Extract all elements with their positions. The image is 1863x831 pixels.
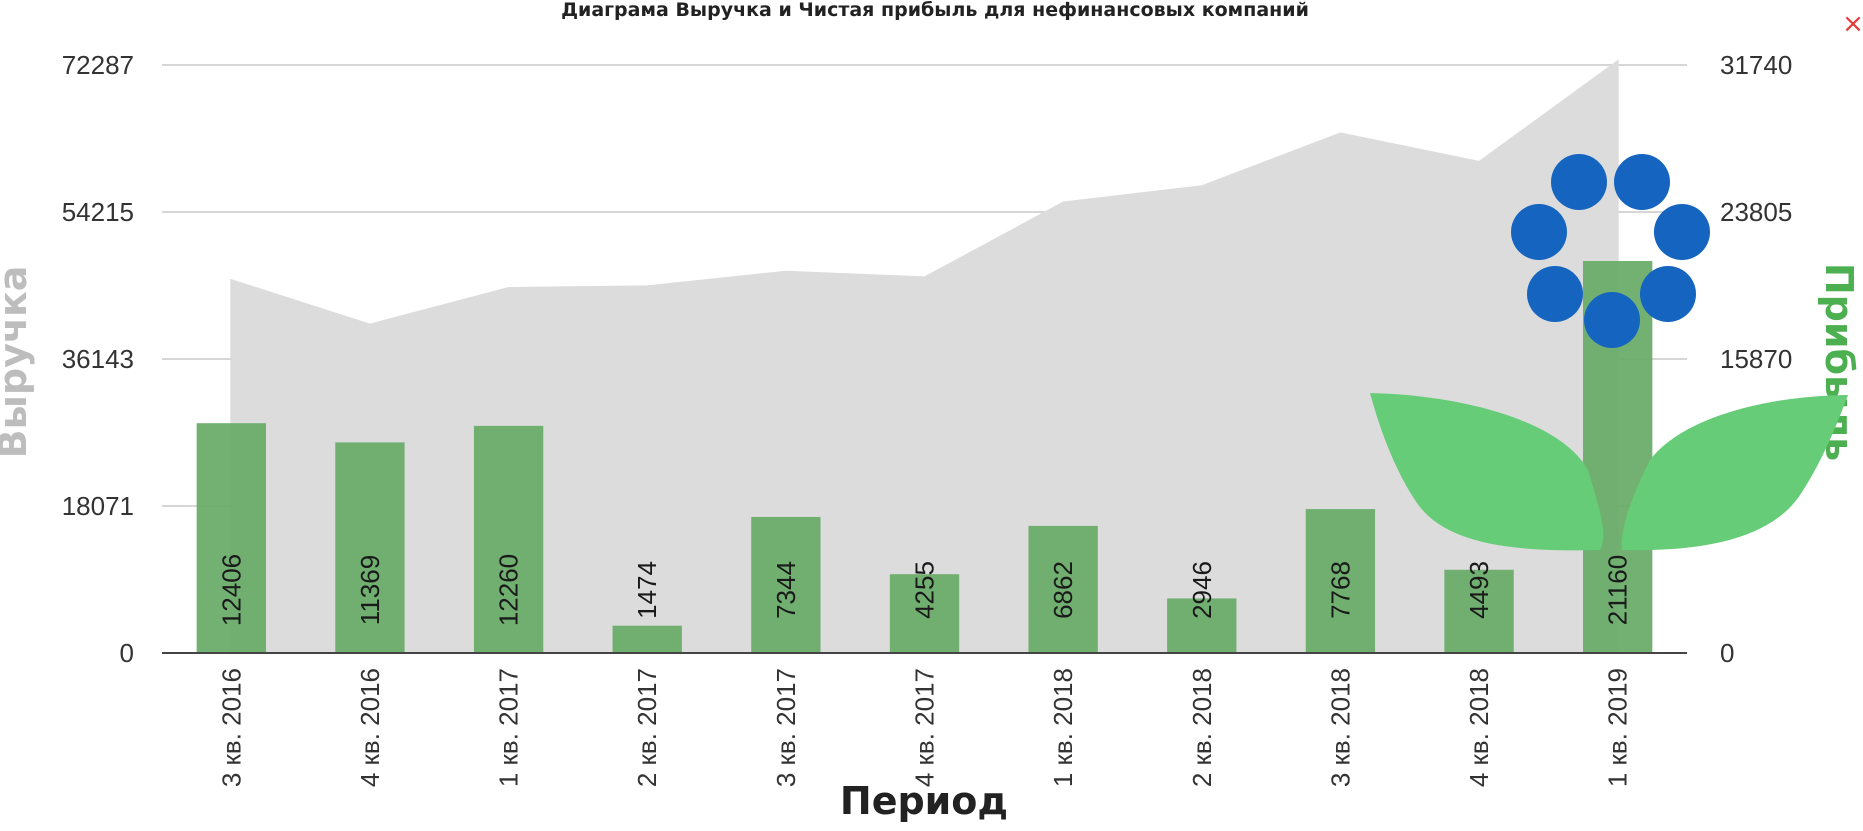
x-category-label: 1 кв. 2018 bbox=[1048, 668, 1078, 787]
y-left-tick-label: 18071 bbox=[62, 491, 134, 521]
x-category-label: 2 кв. 2017 bbox=[632, 668, 662, 787]
bar-value-label: 12260 bbox=[494, 554, 524, 626]
profit-bar bbox=[473, 425, 544, 653]
x-category-label: 3 кв. 2016 bbox=[216, 668, 246, 787]
bar-value-labels: 12406 11369 12260 1474 7344 4255 6862 2946 7768 4… bbox=[216, 554, 1632, 626]
bar-value-label: 4255 bbox=[910, 561, 940, 619]
left-leaf bbox=[1370, 393, 1604, 551]
y-right-tick-label: 23805 bbox=[1720, 197, 1792, 227]
petal bbox=[1551, 154, 1607, 210]
left-axis-ticks: 0 18071 36143 54215 72287 bbox=[62, 50, 134, 668]
y-left-tick-label: 36143 bbox=[62, 344, 134, 374]
x-axis-title: Период bbox=[840, 779, 1008, 823]
x-category-label: 3 кв. 2018 bbox=[1325, 668, 1355, 787]
petal bbox=[1654, 204, 1710, 260]
bar-value-label: 2946 bbox=[1187, 561, 1217, 619]
y-right-tick-label: 0 bbox=[1720, 638, 1734, 668]
profit-bar bbox=[751, 516, 821, 653]
bar-value-label: 21160 bbox=[1603, 555, 1633, 625]
x-category-label: 4 кв. 2016 bbox=[355, 668, 385, 787]
x-category-label: 4 кв. 2018 bbox=[1464, 668, 1494, 787]
petal bbox=[1527, 266, 1583, 322]
revenue-area bbox=[230, 59, 1619, 653]
profit-bars bbox=[196, 261, 1653, 653]
y-axis-left-title: Выручка bbox=[0, 266, 35, 459]
y-left-tick-label: 54215 bbox=[62, 197, 134, 227]
y-left-tick-label: 0 bbox=[120, 638, 134, 668]
bar-value-label: 12406 bbox=[216, 554, 246, 626]
flower-logo bbox=[1370, 154, 1848, 551]
profit-bar bbox=[335, 442, 405, 653]
x-category-label: 2 кв. 2018 bbox=[1187, 668, 1217, 787]
y-left-tick-label: 72287 bbox=[62, 50, 134, 80]
petal bbox=[1640, 266, 1696, 322]
close-icon[interactable]: × bbox=[1842, 9, 1863, 39]
bar-value-label: 6862 bbox=[1048, 561, 1078, 619]
bar-value-label: 7768 bbox=[1325, 561, 1355, 619]
bar-value-label: 11369 bbox=[355, 555, 385, 625]
x-axis-categories: 3 кв. 2016 4 кв. 2016 1 кв. 2017 2 кв. 2017… bbox=[216, 668, 1632, 787]
petal bbox=[1511, 204, 1567, 260]
petal bbox=[1584, 292, 1640, 348]
chart-title: Диаграма Выручка и Чистая прибыль для не… bbox=[561, 0, 1309, 21]
profit-bar bbox=[1305, 509, 1376, 653]
profit-bar bbox=[1167, 598, 1237, 653]
profit-bar bbox=[889, 574, 960, 653]
bar-value-label: 1474 bbox=[632, 561, 662, 619]
y-right-tick-label: 15870 bbox=[1720, 344, 1792, 374]
right-axis-ticks: 0 15870 23805 31740 bbox=[1720, 50, 1792, 668]
profit-bar bbox=[612, 625, 682, 653]
x-category-label: 1 кв. 2017 bbox=[494, 668, 524, 787]
bar-value-label: 7344 bbox=[771, 561, 801, 619]
x-category-label: 3 кв. 2017 bbox=[771, 668, 801, 787]
y-right-tick-label: 31740 bbox=[1720, 50, 1792, 80]
profit-bar bbox=[1028, 525, 1098, 653]
profit-bar bbox=[1444, 569, 1514, 653]
revenue-area-shape bbox=[230, 59, 1619, 653]
profit-bar bbox=[196, 423, 266, 653]
x-category-label: 4 кв. 2017 bbox=[910, 668, 940, 787]
petal bbox=[1614, 154, 1670, 210]
right-leaf bbox=[1621, 395, 1848, 551]
x-category-label: 1 кв. 2019 bbox=[1603, 668, 1633, 787]
bar-value-label: 4493 bbox=[1464, 561, 1494, 619]
